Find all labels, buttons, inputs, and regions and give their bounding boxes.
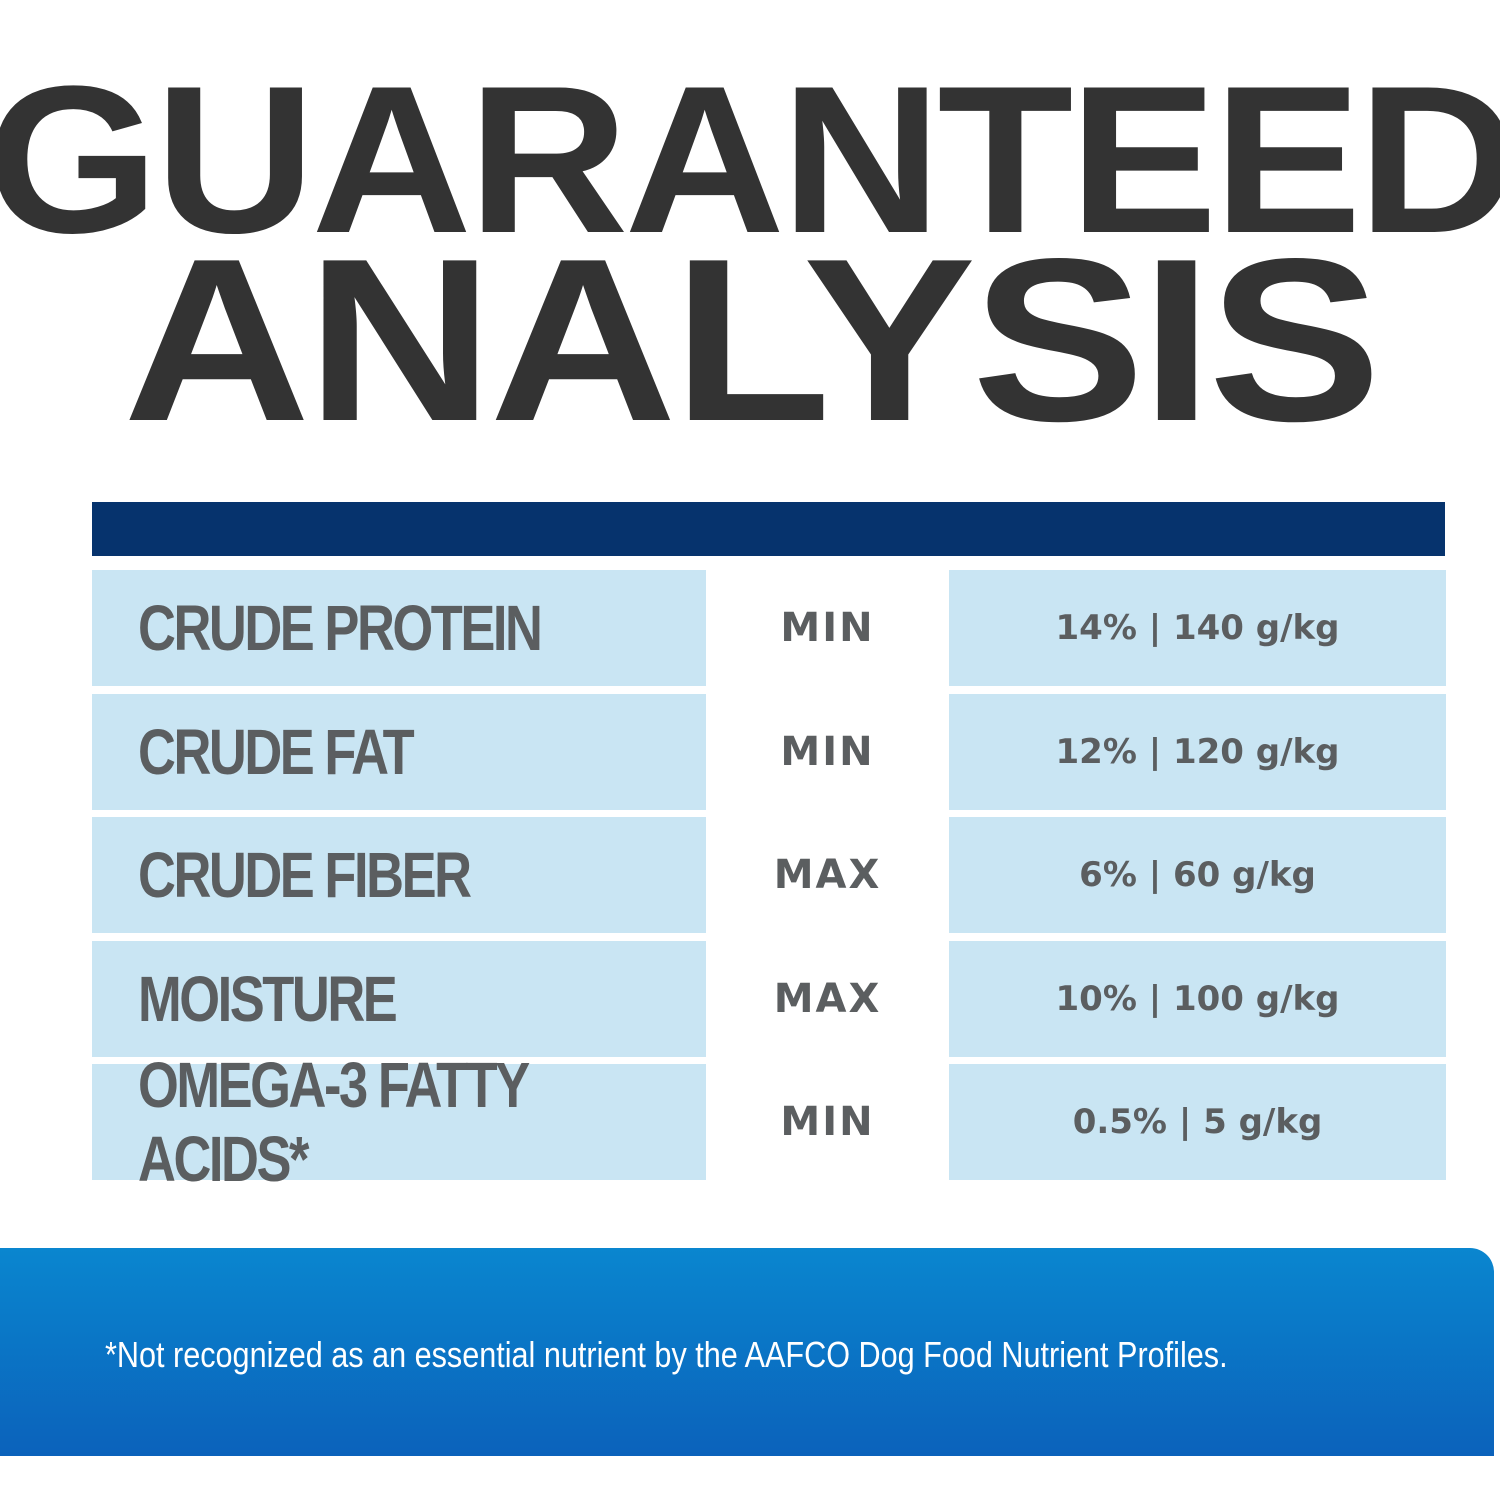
limit: MAX: [706, 941, 949, 1057]
cell-text: MAX: [773, 975, 882, 1022]
amount: 14% | 140 g/kg: [949, 570, 1446, 686]
cell-text: OMEGA-3 FATTY ACIDS*: [138, 1049, 529, 1195]
cell-text: CRUDE PROTEIN: [138, 592, 543, 664]
cell-text: 6% | 60 g/kg: [1079, 855, 1316, 895]
cell-text: MIN: [780, 728, 875, 775]
cell-text: CRUDE FAT: [138, 715, 415, 788]
footnote: *Not recognized as an essential nutrient…: [105, 1334, 1228, 1375]
table-row: CRUDE FIBER MAX 6% | 60 g/kg: [92, 817, 1446, 933]
title-line: ANALYSIS: [122, 211, 1382, 470]
cell-text: MIN: [780, 605, 875, 651]
amount: 10% | 100 g/kg: [949, 940, 1446, 1057]
limit: MIN: [706, 1064, 949, 1180]
table-row: OMEGA-3 FATTY ACIDS* MIN 0.5% | 5 g/kg: [92, 1049, 1446, 1195]
cell-text: MOISTURE: [138, 962, 398, 1035]
limit: MIN: [706, 694, 949, 810]
amount: 12% | 120 g/kg: [949, 693, 1446, 810]
header-bar: [92, 502, 1445, 556]
title-line: GUARANTEED: [0, 42, 1500, 277]
nutrient: CRUDE FAT: [92, 693, 706, 810]
amount: 0.5% | 5 g/kg: [949, 1064, 1446, 1180]
amount: 6% | 60 g/kg: [949, 817, 1446, 933]
table-row: MOISTURE MAX 10% | 100 g/kg: [92, 940, 1446, 1057]
cell-text: 10% | 100 g/kg: [1055, 978, 1340, 1019]
cell-text: MIN: [780, 1099, 875, 1145]
nutrient: MOISTURE: [92, 940, 706, 1057]
table-row: CRUDE FAT MIN 12% | 120 g/kg: [92, 693, 1446, 810]
nutrient: CRUDE PROTEIN: [92, 570, 706, 686]
limit: MIN: [706, 570, 949, 686]
cell-text: CRUDE FIBER: [138, 839, 472, 911]
cell-text: 12% | 120 g/kg: [1055, 731, 1340, 772]
cell-text: MAX: [773, 852, 882, 898]
limit: MAX: [706, 817, 949, 933]
cell-text: 14% | 140 g/kg: [1055, 608, 1340, 648]
nutrient: OMEGA-3 FATTY ACIDS*: [92, 1049, 706, 1195]
footer-band: *Not recognized as an essential nutrient…: [0, 1248, 1494, 1456]
cell-text: 0.5% | 5 g/kg: [1072, 1102, 1323, 1142]
table-row: CRUDE PROTEIN MIN 14% | 140 g/kg: [92, 570, 1446, 686]
nutrient: CRUDE FIBER: [92, 817, 706, 933]
